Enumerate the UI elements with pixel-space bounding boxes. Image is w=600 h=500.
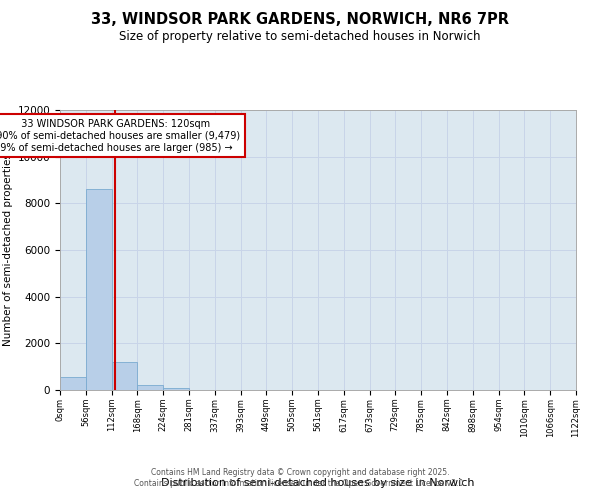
Y-axis label: Number of semi-detached properties: Number of semi-detached properties <box>4 154 13 346</box>
Text: Contains HM Land Registry data © Crown copyright and database right 2025.
Contai: Contains HM Land Registry data © Crown c… <box>134 468 466 487</box>
Bar <box>112 362 137 390</box>
Text: 33, WINDSOR PARK GARDENS, NORWICH, NR6 7PR: 33, WINDSOR PARK GARDENS, NORWICH, NR6 7… <box>91 12 509 28</box>
Text: 33 WINDSOR PARK GARDENS: 120sqm
← 90% of semi-detached houses are smaller (9,479: 33 WINDSOR PARK GARDENS: 120sqm ← 90% of… <box>0 120 241 152</box>
Bar <box>163 388 189 390</box>
Bar <box>86 190 112 390</box>
Text: Size of property relative to semi-detached houses in Norwich: Size of property relative to semi-detach… <box>119 30 481 43</box>
Bar <box>60 377 86 390</box>
X-axis label: Distribution of semi-detached houses by size in Norwich: Distribution of semi-detached houses by … <box>161 478 475 488</box>
Bar <box>137 385 163 390</box>
